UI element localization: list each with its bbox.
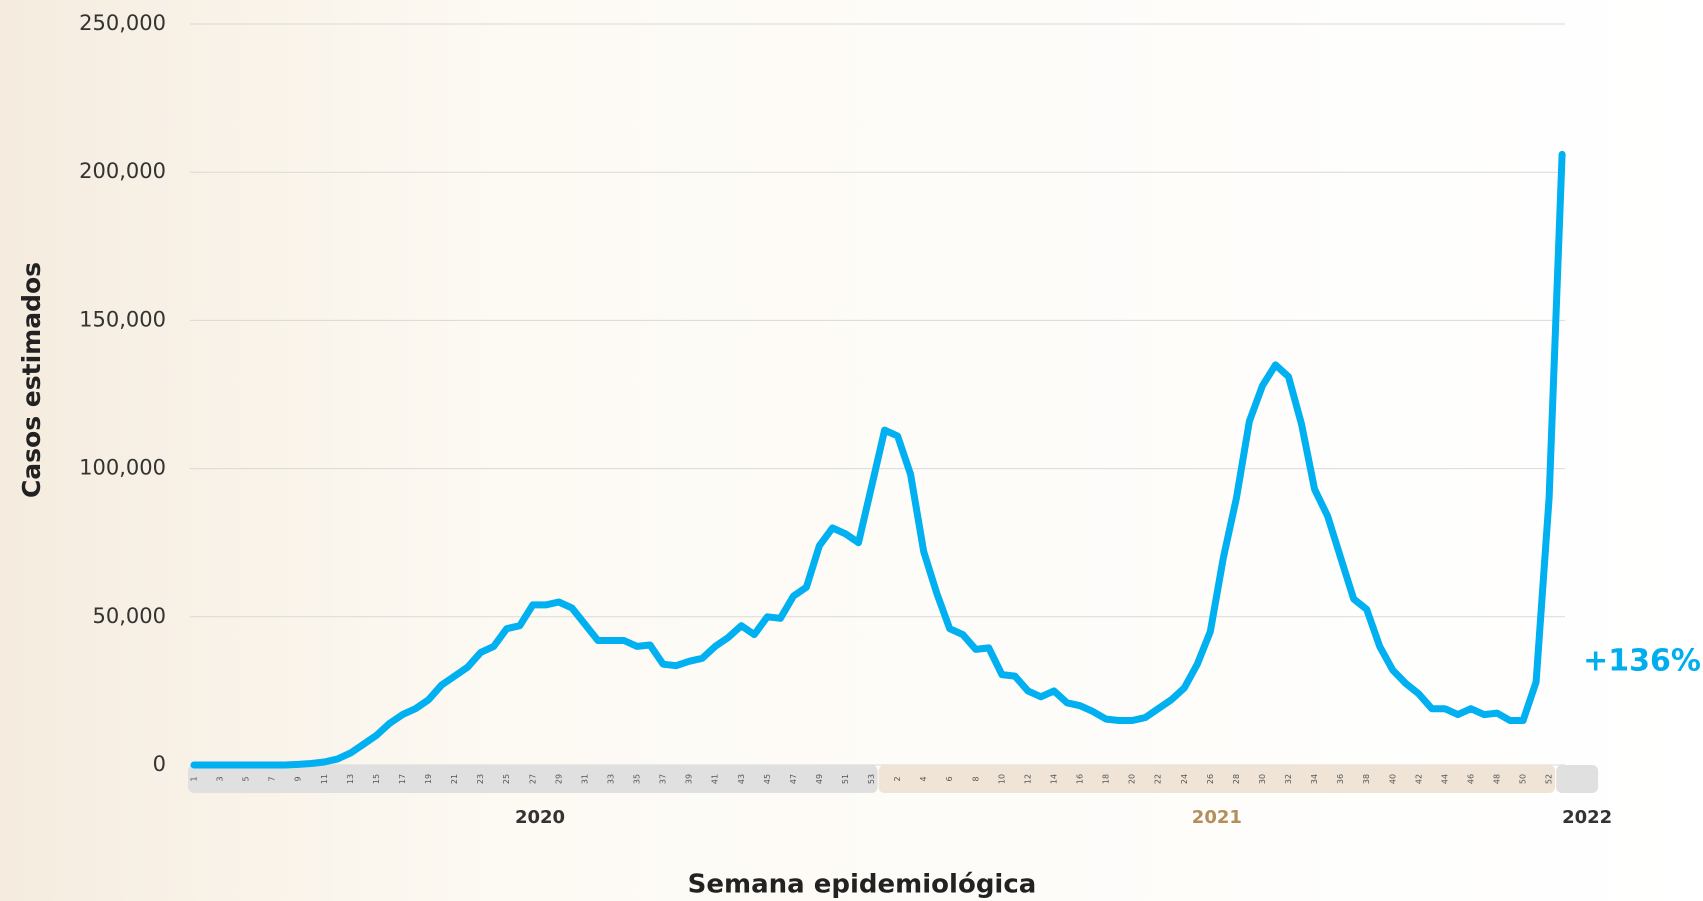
x-tick-label: 22 — [1154, 774, 1163, 784]
x-tick-label: 51 — [841, 774, 850, 784]
x-tick-label: 9 — [294, 776, 303, 781]
x-tick-label: 8 — [971, 776, 980, 781]
x-tick-label: 39 — [685, 774, 694, 784]
x-tick-label: 1 — [190, 776, 199, 781]
x-axis-title: Semana epidemiológica — [688, 870, 1037, 900]
x-tick-label: 17 — [398, 774, 407, 784]
x-tick-label: 16 — [1076, 774, 1085, 784]
x-tick-label: 3 — [216, 776, 225, 781]
x-tick-label: 28 — [1232, 774, 1241, 784]
x-tick-label: 31 — [580, 774, 589, 784]
annotation: +136% — [1583, 644, 1701, 679]
x-tick-label: 41 — [711, 774, 720, 784]
year-band — [878, 765, 1556, 793]
x-tick-label: 7 — [268, 776, 277, 781]
x-tick-label: 43 — [737, 774, 746, 784]
x-tick-label: 23 — [476, 774, 485, 784]
year-band — [1556, 765, 1599, 793]
y-tick-label: 100,000 — [79, 456, 166, 480]
x-tick-label: 42 — [1414, 774, 1423, 784]
year-label: 2022 — [1562, 807, 1612, 828]
x-tick-label: 48 — [1493, 774, 1502, 784]
x-tick-label: 6 — [945, 776, 954, 781]
x-tick-label: 45 — [763, 774, 772, 784]
y-tick-label: 0 — [153, 752, 166, 776]
x-tick-label: 15 — [372, 774, 381, 784]
year-label: 2021 — [1192, 807, 1242, 828]
x-tick-label: 52 — [1545, 774, 1554, 784]
year-band — [188, 765, 878, 793]
x-tick-label: 46 — [1466, 774, 1475, 784]
x-tick-label: 40 — [1388, 774, 1397, 784]
series-line — [190, 150, 1566, 769]
x-tick-label: 5 — [242, 776, 251, 781]
y-tick-label: 200,000 — [79, 159, 166, 183]
x-tick-label: 33 — [606, 774, 615, 784]
y-tick-label: 150,000 — [79, 307, 166, 331]
x-tick-label: 27 — [528, 774, 537, 784]
y-axis-title: Casos estimados — [17, 262, 46, 498]
year-label: 2020 — [515, 807, 565, 828]
x-tick-label: 38 — [1362, 774, 1371, 784]
x-tick-label: 34 — [1310, 774, 1319, 784]
x-tick-label: 53 — [867, 774, 876, 784]
x-tick-label: 11 — [320, 774, 329, 784]
x-tick-label: 4 — [919, 776, 928, 781]
x-tick-label: 49 — [815, 774, 824, 784]
x-tick-label: 10 — [997, 774, 1006, 784]
x-tick-label: 13 — [346, 774, 355, 784]
x-tick-label: 25 — [502, 774, 511, 784]
x-tick-label: 14 — [1049, 774, 1058, 784]
x-tick-label: 21 — [450, 774, 459, 784]
y-tick-label: 50,000 — [93, 604, 166, 628]
x-tick-label: 44 — [1440, 774, 1449, 784]
x-tick-label: 35 — [633, 774, 642, 784]
x-tick-label: 18 — [1102, 774, 1111, 784]
x-tick-label: 29 — [554, 774, 563, 784]
x-tick-label: 32 — [1284, 774, 1293, 784]
x-tick-label: 20 — [1128, 774, 1137, 784]
x-tick-label: 26 — [1206, 774, 1215, 784]
x-tick-label: 24 — [1180, 774, 1189, 784]
x-tick-label: 47 — [789, 774, 798, 784]
x-tick-label: 12 — [1023, 774, 1032, 784]
x-tick-label: 2 — [893, 776, 902, 781]
x-tick-label: 19 — [424, 774, 433, 784]
y-tick-label: 250,000 — [79, 11, 166, 35]
x-tick-label: 36 — [1336, 774, 1345, 784]
x-tick-label: 50 — [1519, 774, 1528, 784]
x-tick-label: 30 — [1258, 774, 1267, 784]
x-tick-label: 37 — [659, 774, 668, 784]
